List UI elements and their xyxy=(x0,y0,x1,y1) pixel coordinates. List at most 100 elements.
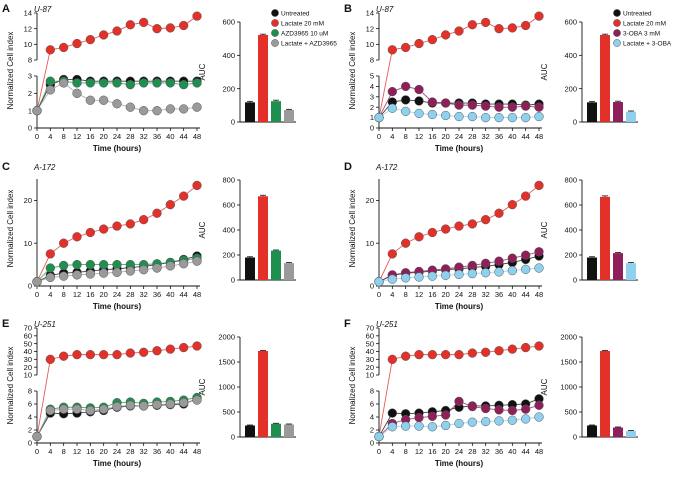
data-point xyxy=(454,100,464,110)
x-tick-label: 16 xyxy=(86,290,94,299)
data-point xyxy=(481,17,491,28)
data-point xyxy=(45,85,55,95)
y-tick-label: 70 xyxy=(366,324,374,333)
bar xyxy=(258,351,268,437)
x-axis-title: Time (hours) xyxy=(435,459,484,468)
y-tick-label: 10 xyxy=(24,40,32,49)
y-tick-label: 0 xyxy=(28,439,32,448)
bar-y-axis-title: AUC xyxy=(540,63,549,80)
x-tick-label: 28 xyxy=(468,132,476,141)
x-tick-label: 48 xyxy=(193,290,201,299)
data-point xyxy=(179,20,189,31)
data-point xyxy=(441,224,451,234)
x-tick-label: 24 xyxy=(113,447,121,456)
x-tick-label: 32 xyxy=(481,290,489,299)
legend-label: 3-OBA 3 mM xyxy=(623,30,660,37)
y-tick-label: 8 xyxy=(370,387,374,396)
data-point xyxy=(112,78,122,88)
panel-letter: C xyxy=(2,161,10,173)
data-point xyxy=(72,349,82,360)
data-point xyxy=(467,401,477,412)
bar xyxy=(626,263,636,280)
y-tick-label: 8 xyxy=(28,387,32,396)
x-tick-label: 0 xyxy=(377,447,381,456)
bar-y-tick-label: 200 xyxy=(564,84,577,93)
legend-marker xyxy=(613,29,621,37)
x-tick-label: 4 xyxy=(48,290,52,299)
data-point xyxy=(387,354,397,364)
x-tick-label: 20 xyxy=(441,132,449,141)
x-axis-title: Time (hours) xyxy=(435,144,484,153)
bar xyxy=(613,102,623,122)
x-tick-label: 28 xyxy=(126,447,134,456)
data-point xyxy=(414,108,424,119)
data-point xyxy=(45,272,55,283)
bar-y-tick-label: 0 xyxy=(573,118,577,127)
x-tick-label: 48 xyxy=(193,132,201,141)
x-tick-label: 8 xyxy=(62,447,66,456)
data-point xyxy=(467,111,477,122)
data-point xyxy=(192,102,202,112)
y-tick-label: 50 xyxy=(24,339,32,348)
data-point xyxy=(125,266,135,276)
x-tick-label: 44 xyxy=(521,290,529,299)
data-point xyxy=(85,405,95,416)
data-point xyxy=(179,398,189,408)
data-point xyxy=(152,263,162,273)
data-point xyxy=(99,259,109,270)
data-point xyxy=(427,271,437,281)
bar xyxy=(613,427,623,437)
bar-y-tick-label: 800 xyxy=(222,176,235,185)
x-tick-label: 0 xyxy=(377,132,381,141)
data-point xyxy=(454,269,464,280)
y-tick-label: 2 xyxy=(370,426,374,435)
bar-y-tick-label: 2000 xyxy=(560,333,577,342)
x-axis-title: Time (hours) xyxy=(93,302,142,311)
data-point xyxy=(374,431,384,442)
data-point xyxy=(59,42,69,53)
data-point xyxy=(85,95,95,105)
line-series-group xyxy=(374,341,544,442)
data-point xyxy=(72,38,82,49)
data-point xyxy=(401,421,411,431)
data-point xyxy=(179,191,189,201)
x-tick-label: 20 xyxy=(441,290,449,299)
data-point xyxy=(414,413,424,423)
bar-y-tick-label: 2000 xyxy=(218,333,235,342)
data-point xyxy=(441,349,451,360)
line-series-group xyxy=(32,341,202,442)
y-tick-label: 2 xyxy=(28,89,32,98)
data-point xyxy=(494,24,504,34)
x-tick-label: 28 xyxy=(468,447,476,456)
x-tick-label: 24 xyxy=(455,132,463,141)
x-tick-label: 44 xyxy=(179,132,187,141)
bar-y-tick-label: 0 xyxy=(573,276,577,285)
data-point xyxy=(454,26,464,36)
x-tick-label: 12 xyxy=(415,290,423,299)
data-point xyxy=(534,11,544,21)
data-point xyxy=(481,215,491,225)
data-point xyxy=(507,253,517,263)
y-tick-label: 10 xyxy=(366,371,374,380)
bar-chart: 0 500 1000 1500 2000 AUC xyxy=(198,333,296,442)
y-tick-label: 8 xyxy=(28,56,32,65)
y-tick-label: 20 xyxy=(366,363,374,372)
bar-y-tick-label: 400 xyxy=(564,51,577,60)
data-point xyxy=(414,38,424,49)
legend-label: Untreated xyxy=(281,10,310,17)
y-tick-label: 60 xyxy=(24,331,32,340)
data-point xyxy=(139,106,149,116)
x-tick-label: 44 xyxy=(179,290,187,299)
bar-y-tick-label: 1500 xyxy=(218,358,235,367)
bar-y-tick-label: 600 xyxy=(564,201,577,210)
bar-y-tick-label: 0 xyxy=(231,118,235,127)
y-tick-label: 10 xyxy=(366,40,374,49)
data-point xyxy=(387,103,397,113)
y-tick-label: 40 xyxy=(24,347,32,356)
x-tick-label: 36 xyxy=(153,290,161,299)
cell-line-label: U-251 xyxy=(376,320,398,329)
bar-y-tick-label: 0 xyxy=(231,276,235,285)
data-point xyxy=(507,112,517,123)
data-point xyxy=(99,349,109,360)
data-point xyxy=(401,238,411,248)
